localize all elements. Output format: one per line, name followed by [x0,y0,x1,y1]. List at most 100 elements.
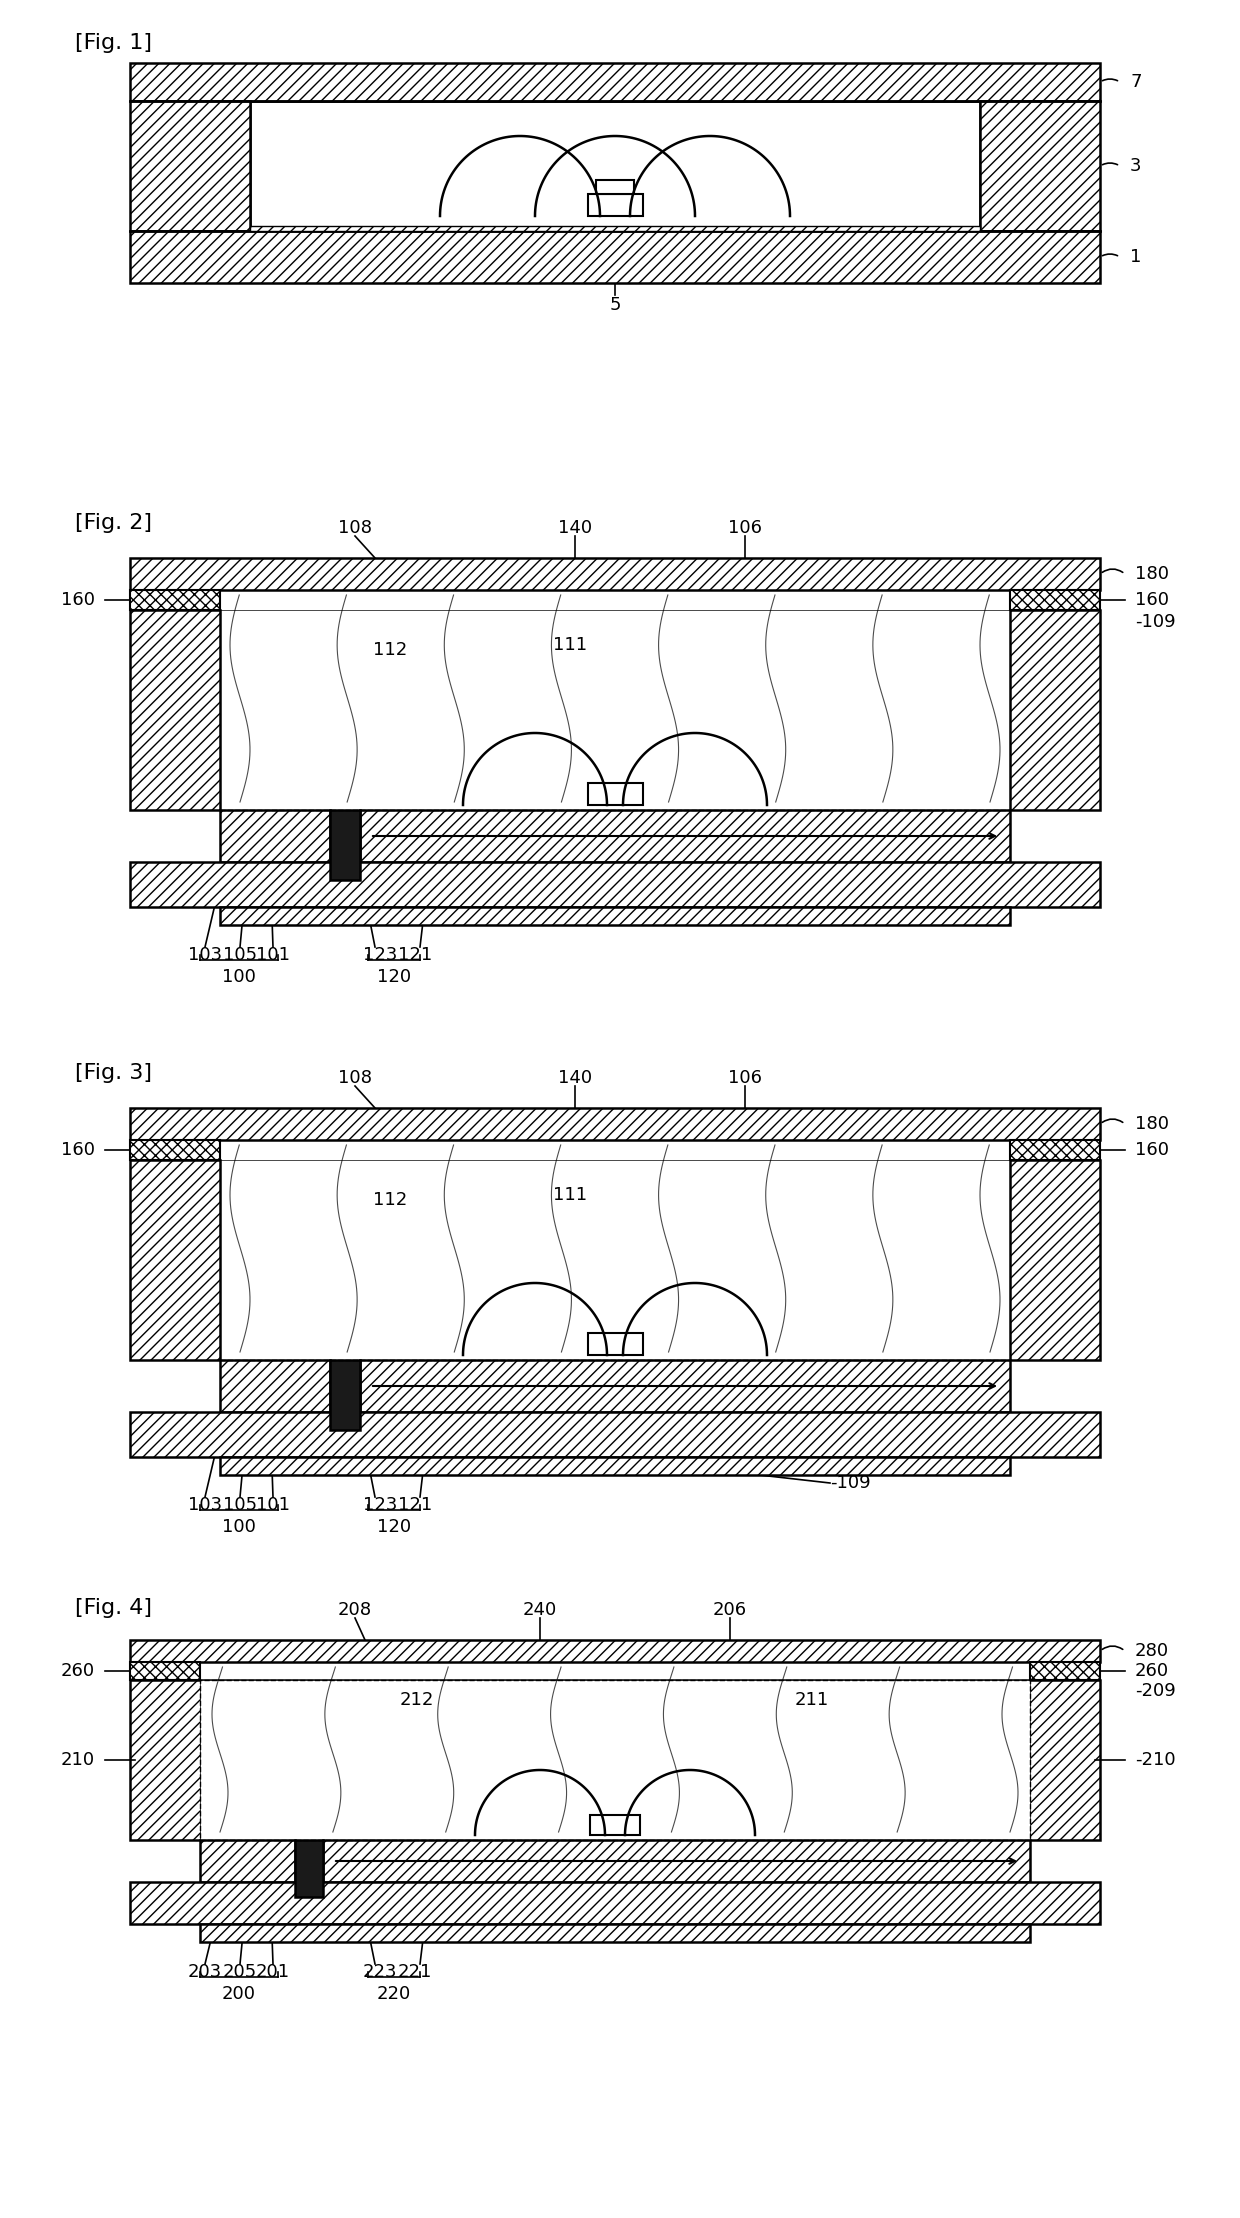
Bar [130,1679,1100,1841]
Text: 140: 140 [558,519,591,537]
Text: [Fig. 3]: [Fig. 3] [74,1062,153,1082]
Text: 121: 121 [398,1495,432,1515]
Text: 200: 200 [222,1985,255,2003]
Bar [295,1841,322,1896]
Text: 101: 101 [255,1495,290,1515]
Bar [130,590,219,610]
Text: 140: 140 [558,1069,591,1087]
Text: 5: 5 [609,295,621,315]
Bar [130,1160,219,1360]
Bar [250,102,980,231]
Bar [219,907,1011,925]
Text: -109: -109 [1135,612,1176,630]
Text: 3: 3 [1130,157,1142,175]
Text: 221: 221 [398,1963,433,1981]
Bar [250,226,980,231]
Text: 103: 103 [188,1495,222,1515]
Bar [130,1413,1100,1457]
Bar [130,559,1100,590]
Bar [360,810,1011,863]
Text: [Fig. 1]: [Fig. 1] [74,33,153,53]
Bar [980,102,1100,231]
Bar [330,1360,360,1431]
Text: 212: 212 [399,1690,434,1710]
Bar [1011,590,1100,610]
Text: 180: 180 [1135,566,1169,583]
Text: 260: 260 [61,1661,95,1679]
Text: 112: 112 [373,641,407,659]
Bar [130,231,1100,284]
Text: 210: 210 [61,1750,95,1770]
Bar [200,1841,295,1883]
Bar [130,1109,1100,1140]
Text: 108: 108 [339,1069,372,1087]
Text: 203: 203 [188,1963,222,1981]
Text: 100: 100 [222,1517,255,1537]
Text: 106: 106 [728,1069,763,1087]
Text: 7: 7 [1130,73,1142,91]
Bar [219,1457,1011,1475]
Text: 105: 105 [223,947,257,965]
Text: 106: 106 [728,519,763,537]
Bar [1011,1140,1100,1160]
Bar [588,1333,644,1355]
Bar [200,1679,1030,1841]
Text: -209: -209 [1135,1681,1176,1699]
Bar [219,1160,1011,1360]
Text: 111: 111 [553,1187,587,1204]
Text: 160: 160 [1135,1140,1169,1160]
Text: [Fig. 2]: [Fig. 2] [74,512,153,532]
Text: 205: 205 [223,1963,257,1981]
Text: 211: 211 [795,1690,830,1710]
Bar [1011,610,1100,810]
Bar [590,1814,640,1834]
Text: -109: -109 [830,1475,870,1493]
Bar [130,102,250,231]
Text: 180: 180 [1135,1116,1169,1133]
Text: 108: 108 [339,519,372,537]
Text: 223: 223 [363,1963,397,1981]
Text: 123: 123 [363,947,397,965]
Bar [130,610,219,810]
Bar [330,810,360,881]
Text: 101: 101 [255,947,290,965]
Bar [130,1639,1100,1661]
Bar [596,180,634,193]
Text: [Fig. 4]: [Fig. 4] [74,1597,153,1617]
Bar [322,1841,1030,1883]
Bar [219,810,330,863]
Text: 206: 206 [713,1601,746,1619]
Bar [1030,1661,1100,1679]
Bar [588,783,644,805]
Bar [130,863,1100,907]
Bar [219,1360,330,1413]
Text: 105: 105 [223,1495,257,1515]
Bar [130,1140,219,1160]
Text: 121: 121 [398,947,432,965]
Text: 111: 111 [553,637,587,654]
Bar [200,1679,1030,1841]
Text: 208: 208 [339,1601,372,1619]
Bar [360,1360,1011,1413]
Text: 100: 100 [222,967,255,987]
Bar [588,193,644,215]
Text: 160: 160 [61,590,95,610]
Text: 112: 112 [373,1191,407,1209]
Text: 260: 260 [1135,1661,1169,1679]
Bar [130,62,1100,102]
Text: 160: 160 [61,1140,95,1160]
Text: 240: 240 [523,1601,557,1619]
Bar [200,1923,1030,1943]
Text: 160: 160 [1135,590,1169,610]
Bar [219,610,1011,810]
Bar [130,1883,1100,1923]
Text: 120: 120 [377,1517,412,1537]
Text: 120: 120 [377,967,412,987]
Bar [1011,1160,1100,1360]
Text: -210: -210 [1135,1750,1176,1770]
Text: 220: 220 [377,1985,412,2003]
Text: 1: 1 [1130,248,1141,266]
Text: 201: 201 [255,1963,290,1981]
Text: 123: 123 [363,1495,397,1515]
Text: 280: 280 [1135,1641,1169,1659]
